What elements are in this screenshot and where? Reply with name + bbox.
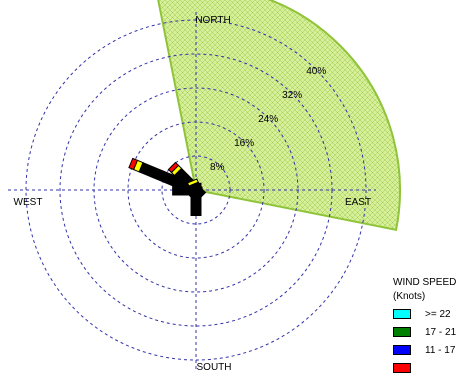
- legend-item: 17 - 21: [393, 327, 459, 345]
- legend-label: 11 - 17: [425, 345, 456, 356]
- ring-1: [161, 155, 231, 225]
- calm-sector: [157, 0, 401, 231]
- legend-swatch: [393, 363, 411, 373]
- south-label: SOUTH: [197, 362, 232, 373]
- ring-3: [93, 87, 299, 293]
- ring-5: [25, 19, 367, 361]
- petal-nw-bin-3: [167, 161, 180, 174]
- legend-title: WIND SPEED: [393, 277, 457, 288]
- polar-grid: [8, 12, 376, 372]
- petal-wnw-bin-3: [128, 157, 139, 171]
- ring-2: [127, 121, 265, 259]
- legend-label: 17 - 21: [425, 327, 457, 338]
- legend-swatch: [393, 345, 411, 355]
- ring-label-4: 32%: [282, 90, 302, 101]
- legend-swatch: [393, 309, 411, 319]
- petal-nnw-bin-2: [186, 178, 199, 187]
- west-label: WEST: [14, 197, 43, 208]
- legend-swatch: [393, 327, 411, 337]
- legend-items: >= 22 17 - 21 11 - 17: [393, 309, 459, 381]
- chart-labels: NORTH EAST SOUTH WEST 8% 16% 24% 32% 40%: [14, 15, 372, 373]
- ring-label-3: 24%: [258, 114, 278, 125]
- legend-subtitle: (Knots): [393, 291, 426, 302]
- east-label: EAST: [345, 197, 371, 208]
- north-label: NORTH: [195, 15, 230, 26]
- legend-item: [393, 363, 459, 381]
- ring-label-2: 16%: [234, 138, 254, 149]
- legend-label: >= 22: [425, 309, 451, 320]
- calm-sector-layer: [157, 0, 401, 231]
- wind-speed-legend: WIND SPEED (Knots) >= 22 17 - 21 11 - 17: [393, 276, 459, 381]
- wind-petals: [128, 157, 207, 216]
- legend-item: 11 - 17: [393, 345, 459, 363]
- legend-item: >= 22: [393, 309, 459, 327]
- ring-label-5: 40%: [306, 66, 326, 77]
- ring-label-1: 8%: [210, 162, 225, 173]
- ring-4: [59, 53, 333, 327]
